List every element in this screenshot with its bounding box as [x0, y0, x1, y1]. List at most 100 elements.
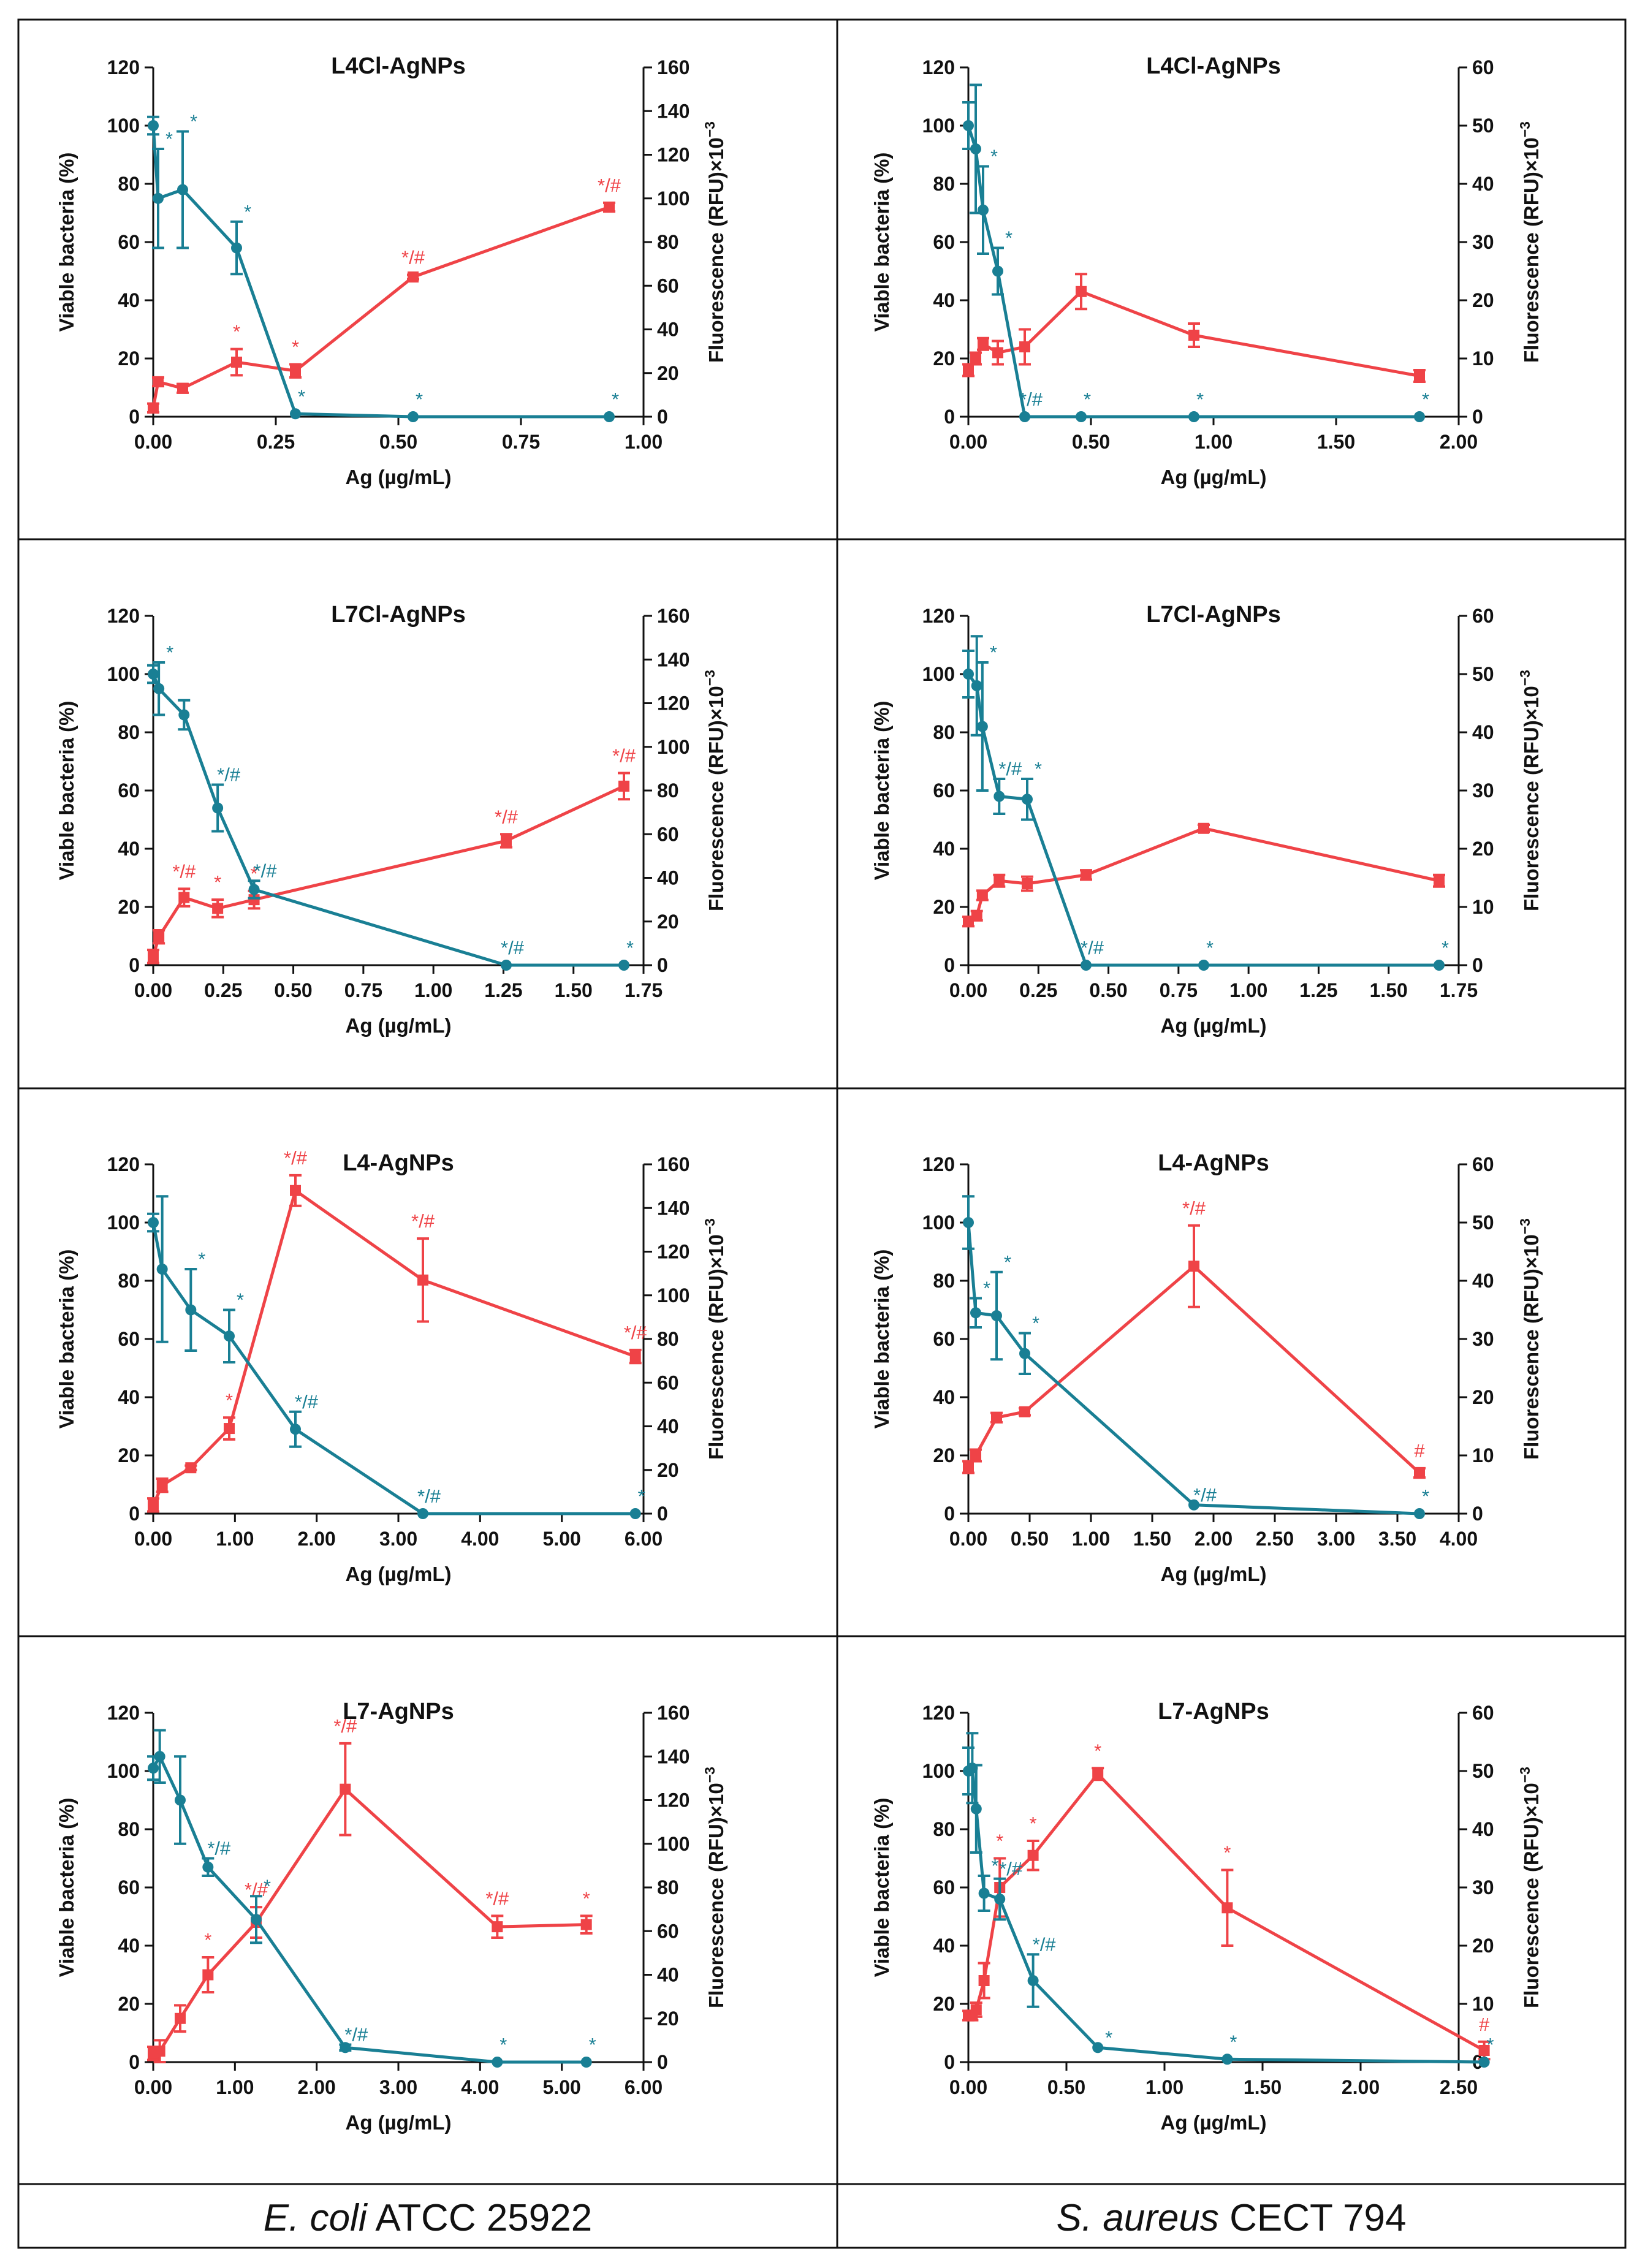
left-axis-label: Viable bacteria (%) [55, 153, 78, 332]
right-axis-label-exponent: −3 [1517, 670, 1533, 686]
data-point [1198, 960, 1209, 971]
significance-label: * [990, 146, 998, 167]
significance-label: * [1422, 1485, 1429, 1507]
right-tick-label: 160 [657, 1702, 690, 1724]
right-tick-label: 120 [657, 1241, 690, 1263]
left-tick-label: 0 [944, 2051, 955, 2073]
data-point [408, 411, 419, 422]
data-point [251, 1914, 262, 1925]
significance-label: */# [172, 860, 196, 882]
x-tick-label: 1.00 [625, 431, 663, 453]
significance-label: * [1005, 227, 1012, 249]
panel-title: L7Cl-AgNPs [331, 602, 466, 628]
left-tick-label: 20 [118, 1444, 140, 1466]
significance-label: */# [295, 1391, 319, 1413]
right-tick-label: 60 [657, 1371, 679, 1394]
right-tick-label: 0 [1472, 954, 1483, 976]
data-point [991, 1412, 1002, 1424]
right-tick-label: 40 [1472, 1818, 1494, 1840]
left-tick-label: 120 [922, 1153, 955, 1175]
series-line [967, 125, 1419, 419]
x-tick-label: 0.50 [1089, 979, 1127, 1001]
right-axis-label: Fluorescence (RFU)×10−3 [1517, 1218, 1543, 1460]
data-point [1188, 330, 1199, 341]
panel-title: L4-AgNPs [1158, 1150, 1269, 1176]
right-tick-label: 40 [657, 867, 679, 889]
right-tick-label: 50 [1472, 1212, 1494, 1234]
data-point [971, 910, 982, 922]
right-tick-label: 60 [657, 275, 679, 297]
left-tick-label: 20 [933, 896, 955, 918]
right-axis-label-exponent: −3 [1517, 1767, 1533, 1783]
chart-panel-p1: 0 20 40 60 80 100 120 0 20 40 60 80 100 120 140 160 0.00… [55, 53, 728, 488]
x-tick-label: 4.00 [461, 1528, 499, 1550]
left-tick-label: 100 [922, 115, 955, 137]
right-tick-label: 20 [1472, 838, 1494, 860]
data-point [963, 916, 974, 927]
left-axis-label: Viable bacteria (%) [870, 1798, 893, 1978]
significance-label: * [244, 201, 251, 222]
right-tick-label: 50 [1472, 1760, 1494, 1782]
x-tick-label: 5.00 [543, 2076, 581, 2098]
right-tick-label: 0 [657, 406, 668, 428]
left-tick-label: 100 [107, 1760, 140, 1782]
significance-label: */# [1019, 389, 1043, 410]
data-point [1221, 1902, 1233, 1914]
right-tick-label: 60 [1472, 56, 1494, 78]
data-point [1188, 411, 1199, 422]
panel-title: L4Cl-AgNPs [331, 53, 466, 79]
x-tick-label: 1.50 [1317, 431, 1355, 453]
series-line [151, 125, 609, 419]
right-tick-label: 160 [657, 1153, 690, 1175]
right-axis-label: Fluorescence (RFU)×10−3 [702, 121, 728, 363]
left-axis-label: Viable bacteria (%) [870, 1250, 893, 1429]
data-point [991, 1310, 1002, 1321]
significance-label: * [1094, 1740, 1101, 1761]
significance-label: * [983, 1278, 990, 1299]
significance-label: * [204, 1929, 211, 1951]
data-point [202, 1861, 214, 1873]
x-tick-label: 2.00 [298, 1528, 336, 1550]
series-viable-bacteria: * */#*/#* * * [962, 1732, 1494, 2068]
significance-label: */# [999, 1858, 1023, 1879]
right-tick-label: 60 [1472, 605, 1494, 627]
data-point [1092, 1768, 1104, 1780]
left-tick-label: 100 [107, 115, 140, 137]
x-tick-label: 0.00 [134, 979, 172, 1001]
data-point [1478, 2057, 1490, 2068]
right-tick-label: 10 [1472, 896, 1494, 918]
right-axis-label: Fluorescence (RFU)×10−3 [1517, 1767, 1543, 2008]
left-tick-label: 20 [933, 1993, 955, 2015]
data-point [993, 875, 1005, 887]
data-point [978, 1887, 990, 1899]
left-tick-label: 80 [118, 1270, 140, 1292]
left-tick-label: 100 [107, 663, 140, 685]
significance-label: */# [417, 1485, 441, 1507]
x-tick-label: 1.50 [1244, 2076, 1282, 2098]
panel-title: L4Cl-AgNPs [1146, 53, 1281, 79]
left-tick-label: 40 [118, 1386, 140, 1408]
significance-label: */# [485, 1887, 509, 1909]
footer-saureus: S. aureus CECT 794 [1057, 2197, 1407, 2239]
x-tick-label: 3.00 [1317, 1528, 1355, 1550]
data-point [185, 1462, 197, 1474]
left-tick-label: 40 [118, 289, 140, 311]
right-tick-label: 0 [657, 954, 668, 976]
significance-label: * [1422, 389, 1429, 410]
data-point [492, 1921, 503, 1933]
left-tick-label: 100 [922, 663, 955, 685]
data-point [185, 1304, 197, 1316]
right-tick-label: 30 [1472, 1876, 1494, 1898]
outer-border [17, 18, 1627, 2249]
x-tick-label: 3.50 [1378, 1528, 1416, 1550]
data-point [629, 1351, 641, 1362]
left-tick-label: 60 [118, 779, 140, 802]
data-point [970, 2004, 982, 2016]
x-tick-label: 1.75 [625, 979, 663, 1001]
series-viable-bacteria: * */# * */# * * [962, 635, 1449, 971]
right-axis-label: Fluorescence (RFU)×10−3 [1517, 121, 1543, 363]
data-point [153, 931, 165, 942]
data-point [963, 1462, 974, 1473]
data-point [1022, 878, 1033, 889]
left-tick-label: 120 [922, 1702, 955, 1724]
